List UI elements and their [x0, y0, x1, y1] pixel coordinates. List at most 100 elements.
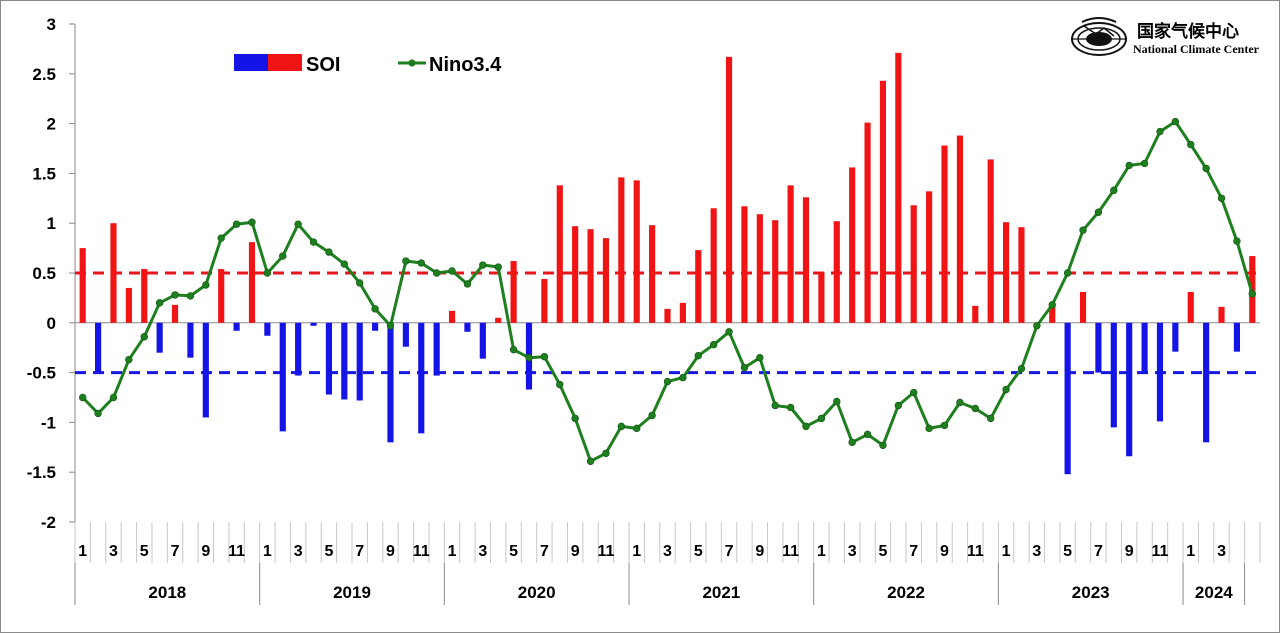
- x-tick-label-year: 2022: [887, 583, 925, 602]
- nino34-point: [525, 353, 533, 362]
- soi-bar: [618, 177, 625, 323]
- soi-bar: [310, 322, 317, 326]
- nino34-point: [479, 261, 487, 269]
- x-tick-label-month: 1: [632, 543, 641, 560]
- nino34-point: [1017, 364, 1026, 373]
- legend-soi-label: SOI: [306, 54, 340, 76]
- soi-bar: [402, 322, 409, 347]
- soi-bar: [833, 221, 840, 323]
- x-tick-label-month: 5: [1063, 543, 1072, 560]
- nino34-point: [432, 269, 441, 277]
- x-tick-label-month: 1: [78, 543, 87, 560]
- nino34-point: [509, 345, 518, 354]
- nino34-point: [694, 351, 702, 360]
- x-tick-label-month: 5: [140, 543, 149, 560]
- nino34-point: [617, 422, 626, 431]
- nino34-point: [833, 397, 841, 406]
- x-tick-label-month: 1: [1002, 543, 1011, 560]
- y-tick-label: 1.5: [32, 164, 56, 183]
- x-tick-label-month: 3: [1032, 543, 1041, 560]
- soi-bar: [972, 305, 979, 323]
- nino34-point: [448, 267, 456, 275]
- y-tick-label: 0.5: [32, 264, 56, 283]
- nino34-point: [1002, 385, 1010, 394]
- soi-bar: [233, 322, 240, 331]
- soi-bar: [110, 223, 117, 323]
- soi-bar: [649, 225, 656, 323]
- nino34-line: [78, 117, 1257, 465]
- x-tick-label-month: 7: [1094, 543, 1103, 560]
- nino34-point: [1156, 127, 1164, 136]
- x-tick-label-year: 2023: [1072, 583, 1110, 602]
- x-tick-label-month: 5: [509, 543, 518, 560]
- nino34-point: [663, 377, 672, 386]
- nino34-point: [186, 292, 195, 300]
- nino34-point: [1063, 269, 1072, 277]
- soi-bar: [356, 322, 363, 401]
- nino34-point: [971, 404, 979, 413]
- nino34-point: [817, 414, 826, 423]
- soi-bar: [695, 250, 702, 323]
- soi-bar: [171, 304, 179, 323]
- x-tick-label-month: 3: [848, 543, 857, 560]
- x-tick-label-month: 11: [967, 543, 984, 560]
- x-tick-label-month: 3: [478, 543, 487, 560]
- x-tick-label-month: 11: [1152, 543, 1169, 560]
- soi-bar: [679, 302, 686, 323]
- nino34-point: [1094, 208, 1103, 216]
- soi-bar: [602, 238, 610, 323]
- nino34-point: [863, 430, 872, 439]
- soi-bar: [418, 322, 425, 434]
- nino34-point: [771, 401, 779, 410]
- nino34-point: [986, 414, 995, 423]
- soi-bar: [387, 322, 394, 443]
- soi-bar: [895, 52, 902, 323]
- x-tick-label-month: 11: [597, 543, 614, 560]
- nino34-point: [1033, 322, 1041, 330]
- soi-bar: [710, 208, 717, 323]
- x-tick-label-year: 2019: [333, 583, 371, 602]
- soi-bar: [464, 322, 471, 332]
- soi-bar: [664, 308, 671, 323]
- soi-bar: [556, 185, 563, 323]
- nino34-point: [1248, 290, 1257, 298]
- legend-soi-positive-swatch: [268, 54, 302, 71]
- nino34-point: [540, 352, 549, 361]
- nino34-point: [633, 424, 641, 433]
- nino34-point: [1048, 301, 1056, 309]
- nino34-point: [78, 393, 87, 402]
- nino34-point: [386, 322, 395, 330]
- legend-soi-negative-swatch: [234, 54, 268, 71]
- nino34-point: [140, 333, 148, 341]
- nino34-point: [925, 424, 933, 433]
- nino34-point: [894, 401, 903, 410]
- x-tick-label-month: 3: [1217, 543, 1226, 560]
- legend-nino34-marker: [408, 59, 416, 67]
- tick-labels: 32.521.510.50-0.5-1-1.5-21 3 5 7 9 11 1 3 5 7 9 11 1…: [27, 15, 1234, 602]
- soi-bar: [941, 145, 948, 323]
- nino34-point: [1202, 164, 1210, 173]
- x-tick-label-year: 2018: [148, 583, 186, 602]
- soi-bar: [202, 322, 209, 418]
- soi-bar: [541, 278, 548, 323]
- y-tick-label: 1: [47, 214, 56, 233]
- soi-bar: [849, 167, 856, 323]
- nino34-point: [155, 299, 164, 307]
- soi-bar: [572, 226, 579, 323]
- x-tick-label-year: 2020: [518, 583, 556, 602]
- legend-nino34-label: Nino3.4: [429, 54, 502, 76]
- y-tick-label: 2.5: [32, 65, 56, 84]
- x-tick-label-month: 11: [228, 543, 245, 560]
- nino34-point: [294, 220, 302, 228]
- nino34-point: [263, 269, 272, 277]
- soi-bar: [741, 206, 748, 323]
- soi-bar: [864, 122, 871, 323]
- soi-bar: [1218, 306, 1225, 323]
- soi-bar: [295, 322, 302, 376]
- nino34-point: [402, 257, 410, 265]
- soi-bar: [1079, 291, 1087, 323]
- soi-bar: [818, 272, 825, 323]
- nino34-point: [171, 291, 179, 299]
- soi-bar: [1126, 322, 1133, 457]
